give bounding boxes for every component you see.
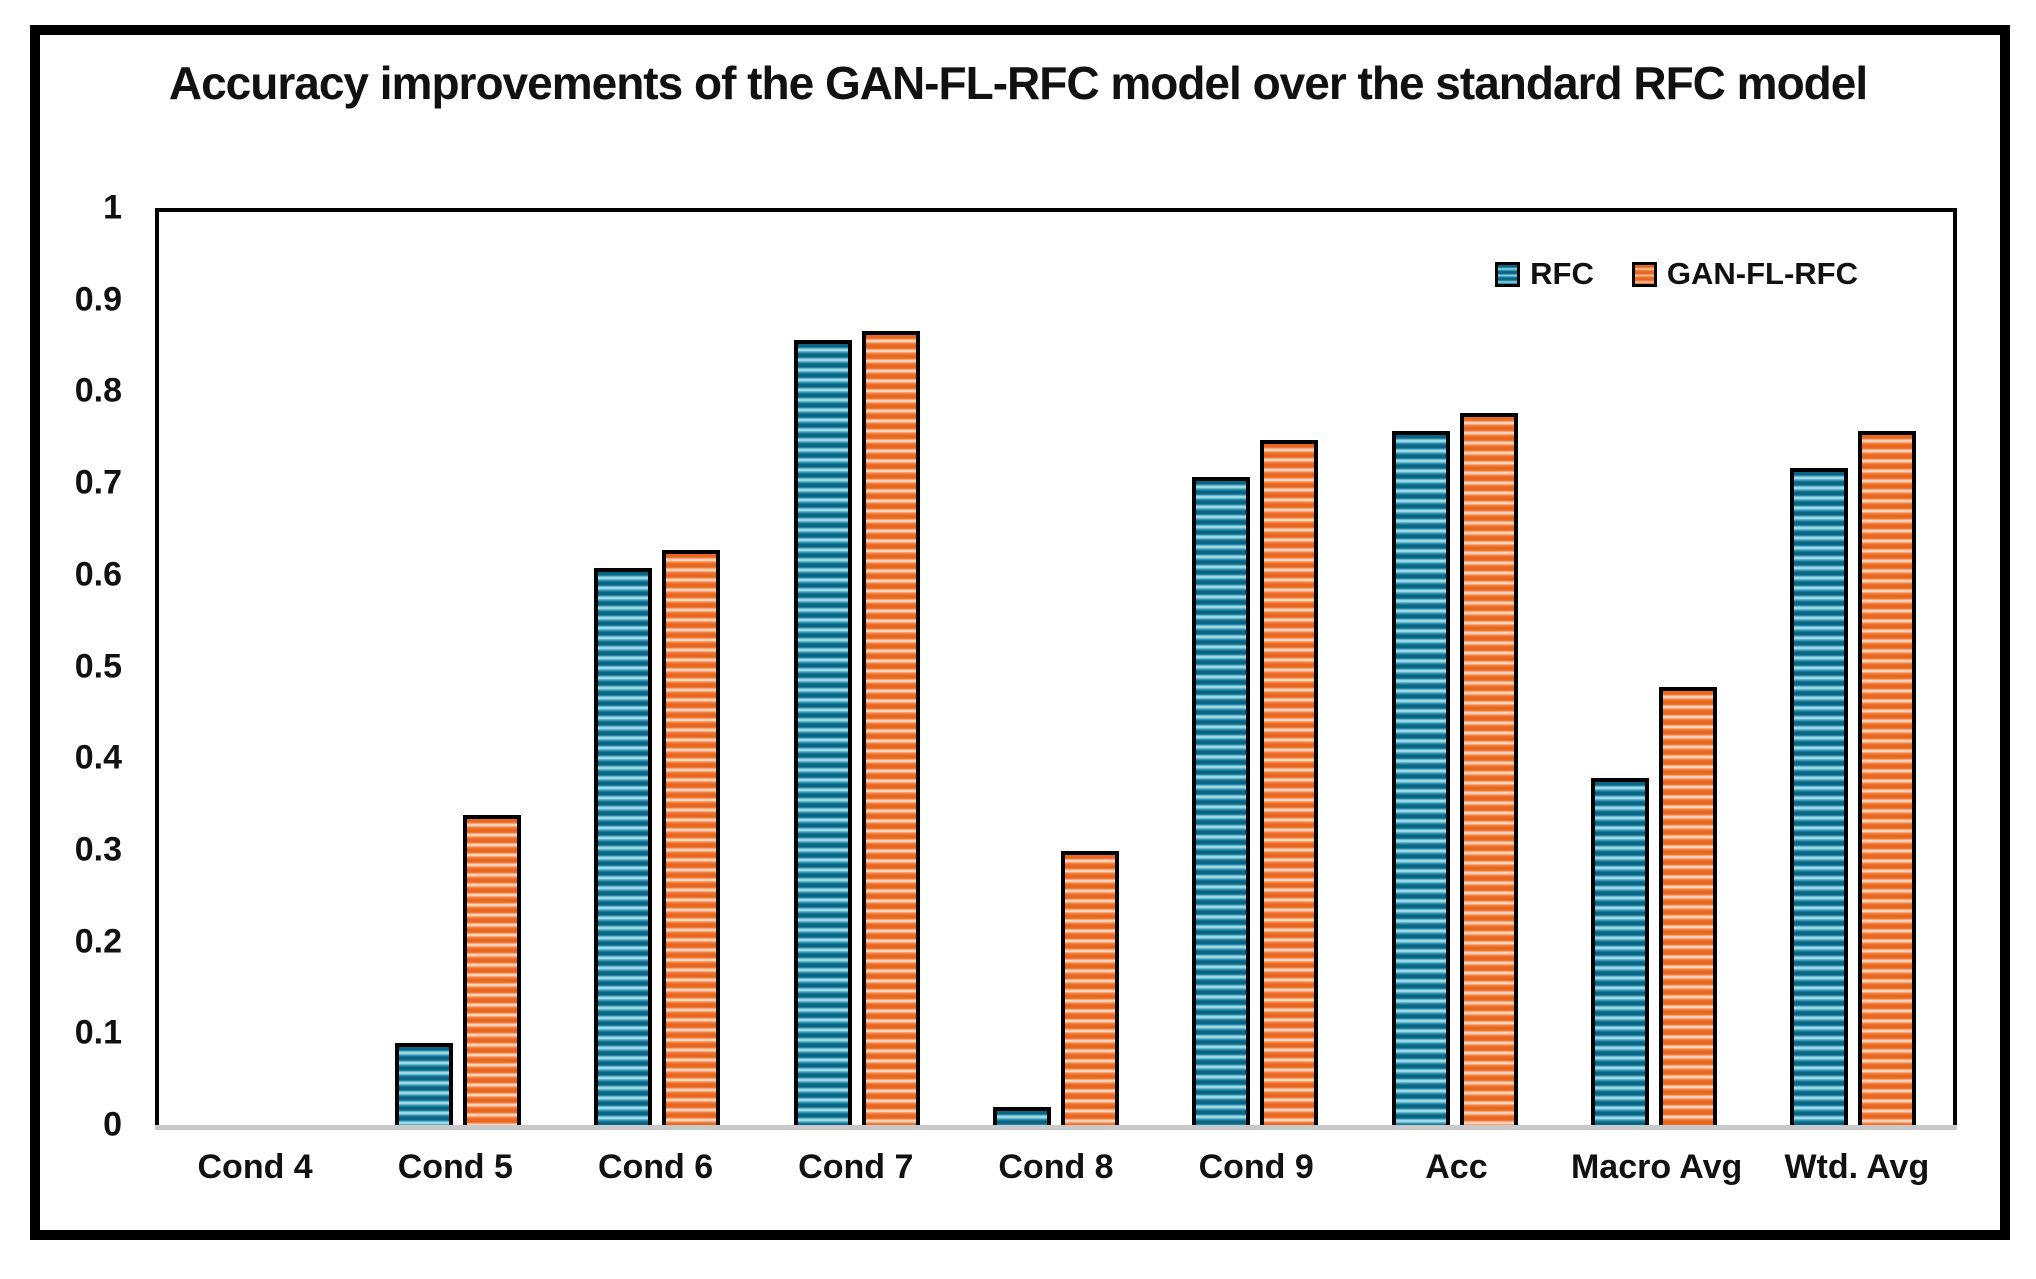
category-slot-cond-9 [1156, 212, 1355, 1125]
bar-gan-fl-rfc-macro-avg [1658, 686, 1717, 1125]
x-tick-label-acc: Acc [1425, 1148, 1488, 1186]
category-slot-cond-7 [757, 212, 956, 1125]
x-tick-label-cond-7: Cond 7 [798, 1148, 914, 1186]
y-tick-label-1: 1 [103, 188, 122, 227]
y-tick-label-0.3: 0.3 [74, 830, 122, 869]
x-tick-label-wtd-avg: Wtd. Avg [1784, 1148, 1930, 1186]
x-tick-label-cond-4: Cond 4 [197, 1148, 313, 1186]
bar-gan-fl-rfc-acc [1459, 412, 1518, 1125]
x-tick-label-cond-9: Cond 9 [1198, 1148, 1314, 1186]
y-tick-label-0.7: 0.7 [74, 463, 122, 502]
bar-rfc-cond-9 [1192, 476, 1251, 1125]
y-tick-label-0.1: 0.1 [74, 1013, 122, 1052]
legend-swatch-rfc [1495, 261, 1521, 287]
bar-rfc-macro-avg [1590, 778, 1649, 1125]
chart-title: Accuracy improvements of the GAN-FL-RFC … [168, 57, 1868, 109]
legend-item-gan-fl-rfc: GAN-FL-RFC [1631, 256, 1858, 292]
x-tick-label-cond-8: Cond 8 [998, 1148, 1114, 1186]
y-tick-label-0.6: 0.6 [74, 555, 122, 594]
bar-rfc-cond-6 [594, 568, 653, 1125]
bar-gan-fl-rfc-cond-6 [662, 549, 721, 1125]
category-slot-cond-5 [358, 212, 557, 1125]
bar-rfc-cond-5 [394, 1042, 453, 1125]
bars-region [159, 212, 1953, 1125]
bar-rfc-wtd-avg [1790, 467, 1849, 1125]
legend-label-rfc: RFC [1530, 256, 1594, 291]
x-axis-labels: Cond 4 Cond 5 Cond 6 Cond 7 Cond 8 Cond 9 Acc M… [155, 1148, 1957, 1187]
y-tick-label-0.5: 0.5 [74, 647, 122, 685]
y-tick-label-0.2: 0.2 [74, 922, 122, 961]
bar-rfc-acc [1391, 431, 1450, 1125]
category-slot-cond-4 [159, 212, 358, 1125]
legend-swatch-gan-fl-rfc [1631, 261, 1657, 287]
bar-rfc-cond-8 [992, 1106, 1051, 1125]
legend: RFC GAN-FL-RFC [1495, 256, 1858, 292]
y-tick-label-0.8: 0.8 [74, 371, 122, 410]
bar-gan-fl-rfc-cond-7 [861, 330, 920, 1125]
plot-area: RFC GAN-FL-RFC [155, 208, 1957, 1130]
legend-label-gan-fl-rfc: GAN-FL-RFC [1666, 256, 1858, 291]
y-tick-label-0: 0 [103, 1105, 122, 1144]
category-slot-wtd-avg [1754, 212, 1953, 1125]
bar-gan-fl-rfc-wtd-avg [1858, 431, 1917, 1125]
bar-rfc-cond-7 [793, 339, 852, 1125]
category-slot-acc [1355, 212, 1554, 1125]
x-tick-label-macro-avg: Macro Avg [1570, 1148, 1743, 1186]
y-tick-label-0.9: 0.9 [74, 280, 122, 319]
bar-gan-fl-rfc-cond-5 [462, 814, 521, 1125]
category-slot-cond-8 [956, 212, 1155, 1125]
category-slot-macro-avg [1554, 212, 1753, 1125]
x-tick-label-cond-5: Cond 5 [397, 1148, 513, 1186]
bar-gan-fl-rfc-cond-9 [1260, 440, 1319, 1125]
y-tick-label-0.4: 0.4 [74, 738, 122, 777]
x-axis-line [155, 1125, 1957, 1130]
category-slot-cond-6 [558, 212, 757, 1125]
legend-item-rfc: RFC [1495, 256, 1594, 292]
x-tick-label-cond-6: Cond 6 [597, 1148, 714, 1186]
bar-gan-fl-rfc-cond-8 [1060, 851, 1119, 1125]
y-axis-labels: 0 0.1 0.2 0.3 0.4 0.5 0.6 0.7 0.8 0.9 1 [28, 189, 122, 1144]
